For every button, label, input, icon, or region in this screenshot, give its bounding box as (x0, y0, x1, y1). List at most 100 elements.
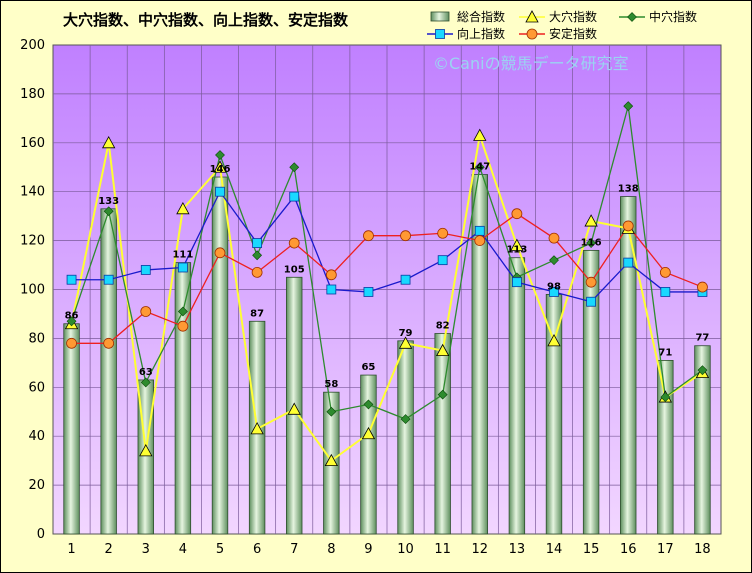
bar (471, 174, 488, 535)
square-series-point (252, 238, 263, 248)
bar (63, 323, 80, 535)
circle-series-point (511, 208, 523, 220)
bar (620, 196, 637, 535)
diamond-series-point (140, 377, 151, 388)
bar-data-label: 147 (469, 162, 490, 173)
legend-label: 大穴指数 (549, 9, 597, 24)
diamond-series-point (363, 399, 374, 410)
legend-label: 向上指数 (457, 26, 505, 41)
x-tick-label: 7 (290, 542, 298, 557)
circle-series-point (214, 247, 226, 259)
x-tick-label: 12 (472, 542, 489, 557)
legend-marker (526, 28, 538, 40)
triangle-series-point (324, 453, 339, 467)
diamond-series-point (697, 365, 708, 376)
triangle-series-point (101, 135, 116, 149)
diamond-series-point (289, 162, 300, 173)
circle-series-point (66, 337, 77, 349)
x-tick-label: 14 (546, 542, 563, 557)
square-series-point (437, 255, 448, 266)
y-tick-label: 80 (28, 331, 45, 346)
legend-marker (435, 29, 445, 39)
bar-data-label: 79 (399, 328, 413, 339)
x-tick-label: 2 (105, 542, 113, 557)
legend-label: 総合指数 (457, 9, 505, 24)
bar (397, 340, 414, 535)
circle-series-point (659, 266, 671, 278)
bar-data-label: 146 (210, 164, 231, 175)
y-tick-label: 140 (20, 185, 45, 200)
y-tick-label: 40 (28, 429, 45, 444)
triangle-series-point (435, 343, 450, 357)
square-series-point (103, 274, 114, 285)
diamond-series-point (252, 250, 263, 261)
bar-data-label: 87 (250, 308, 264, 319)
y-tick-label: 0 (37, 527, 45, 542)
line-layer (70, 105, 703, 463)
legend-label: 中穴指数 (649, 9, 697, 24)
bar-data-label: 111 (172, 250, 193, 261)
bar-data-label: 133 (98, 196, 119, 207)
circle-series-point (177, 320, 189, 332)
bar (100, 208, 117, 535)
diamond-series-point (177, 306, 188, 317)
y-tick-label: 160 (20, 136, 45, 151)
square-series-point (215, 186, 225, 197)
x-tick-label: 13 (509, 542, 526, 557)
y-tick-label: 180 (20, 87, 45, 102)
x-tick-label: 5 (216, 542, 224, 557)
circle-series-point (622, 220, 634, 232)
y-tick-label: 200 (20, 38, 45, 53)
triangle-series-point (398, 336, 413, 349)
bar-data-label: 65 (361, 362, 375, 373)
x-tick-label: 8 (327, 542, 335, 557)
diamond-series-point (549, 255, 559, 266)
x-tick-label: 11 (434, 542, 451, 557)
square-series-point (66, 274, 77, 285)
diamond-series-point (215, 150, 225, 160)
bar-data-label: 58 (324, 379, 338, 390)
circle-series-point (288, 237, 300, 249)
diamond-series-point (326, 406, 337, 417)
circle-series-point (548, 232, 560, 244)
grid-layer (53, 45, 721, 534)
bar (545, 293, 563, 535)
circle-series-point (400, 230, 411, 242)
triangle-series-point (287, 402, 301, 415)
diamond-series-point (66, 316, 77, 327)
bar (360, 374, 377, 535)
triangle-series-point (547, 334, 561, 347)
x-tick-label: 16 (620, 542, 637, 557)
marker-layer (64, 101, 710, 467)
watermark-text: ©Caniの競馬データ研究室 (433, 54, 629, 73)
bar-data-label: 71 (658, 347, 672, 358)
circle-series-point (140, 306, 152, 317)
circle-series-point (437, 227, 449, 239)
bar-data-label: 98 (547, 281, 561, 292)
diamond-series-point (400, 414, 411, 425)
bar-data-label: 63 (139, 367, 153, 378)
bar (508, 257, 526, 535)
triangle-series-point (584, 214, 598, 227)
triangle-series-point (139, 444, 153, 457)
square-series-point (326, 284, 337, 295)
diamond-series-point (586, 238, 597, 248)
diamond-series-point (474, 162, 485, 173)
x-tick-label: 9 (364, 542, 372, 557)
x-tick-label: 17 (657, 542, 674, 557)
square-series-point (586, 296, 597, 307)
diamond-series-point (623, 101, 634, 112)
square-series-point (474, 225, 485, 236)
circle-series-point (697, 281, 708, 293)
x-tick-label: 18 (694, 542, 711, 557)
square-series-point (400, 274, 411, 285)
label-layer: 86 133 63 111 146 87 105 58 65 79 82 147 113 98 116 138… (65, 162, 710, 391)
bar (694, 345, 711, 535)
y-tick-label: 20 (28, 478, 45, 493)
x-tick-label: 4 (179, 542, 187, 557)
square-series-point (511, 277, 522, 288)
bar (582, 249, 600, 535)
square-series-point (289, 191, 300, 202)
